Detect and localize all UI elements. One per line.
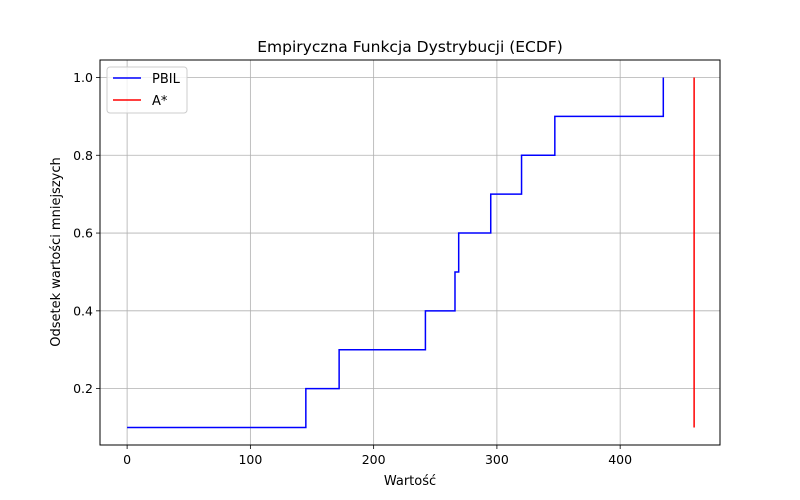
- x-axis-ticks: 0 100 200 300 400: [123, 445, 632, 467]
- legend-label-pbil: PBIL: [152, 72, 181, 87]
- legend: PBIL A*: [106, 66, 188, 114]
- chart-title: Empiryczna Funkcja Dystrybucji (ECDF): [257, 38, 563, 56]
- series-line-pbil: [127, 77, 665, 429]
- x-axis-label: Wartość: [384, 474, 436, 489]
- y-tick-label: 1.0: [73, 70, 93, 85]
- x-tick-label: 200: [362, 452, 386, 467]
- x-tick-label: 100: [238, 452, 262, 467]
- x-tick-label: 0: [123, 452, 131, 467]
- x-tick-label: 400: [608, 452, 632, 467]
- y-axis-ticks: 0.2 0.4 0.6 0.8 1.0: [73, 70, 100, 396]
- y-tick-label: 0.2: [73, 381, 93, 396]
- legend-label-a-star: A*: [152, 94, 168, 109]
- x-tick-label: 300: [485, 452, 509, 467]
- series-layer: [127, 77, 695, 429]
- y-axis-label: Odsetek wartości mniejszych: [49, 157, 64, 346]
- plot-area-frame: [99, 59, 721, 446]
- y-tick-label: 0.4: [73, 303, 93, 318]
- y-tick-label: 0.8: [73, 148, 93, 163]
- y-tick-label: 0.6: [73, 226, 93, 241]
- grid: [100, 60, 720, 445]
